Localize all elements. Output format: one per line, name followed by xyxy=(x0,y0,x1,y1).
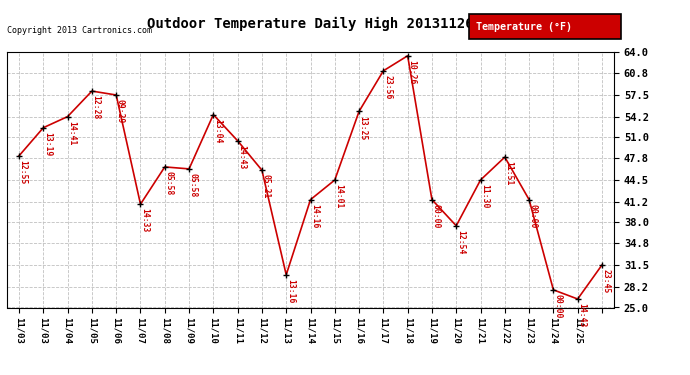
Text: 05:58: 05:58 xyxy=(189,173,198,197)
Text: 00:00: 00:00 xyxy=(432,204,441,228)
Text: 13:16: 13:16 xyxy=(286,279,295,303)
Text: 05:21: 05:21 xyxy=(262,174,270,199)
Text: 10:26: 10:26 xyxy=(407,60,416,84)
Text: 00:00: 00:00 xyxy=(529,204,538,228)
Text: 14:43: 14:43 xyxy=(237,145,246,169)
Text: 12:55: 12:55 xyxy=(19,160,28,184)
Text: 05:58: 05:58 xyxy=(164,171,173,195)
Text: Temperature (°F): Temperature (°F) xyxy=(476,22,572,32)
Text: 14:01: 14:01 xyxy=(335,184,344,209)
Text: 14:33: 14:33 xyxy=(140,209,149,233)
Text: 14:16: 14:16 xyxy=(310,204,319,228)
Text: 12:28: 12:28 xyxy=(92,95,101,120)
Text: 13:04: 13:04 xyxy=(213,119,222,143)
Text: 13:25: 13:25 xyxy=(359,116,368,140)
Text: 11:51: 11:51 xyxy=(504,161,513,186)
Text: 14:43: 14:43 xyxy=(578,303,586,327)
Text: 23:45: 23:45 xyxy=(602,269,611,294)
Text: Copyright 2013 Cartronics.com: Copyright 2013 Cartronics.com xyxy=(7,26,152,35)
Text: 09:29: 09:29 xyxy=(116,99,125,123)
Text: 00:00: 00:00 xyxy=(553,294,562,318)
Text: 14:41: 14:41 xyxy=(68,121,77,145)
Text: 13:19: 13:19 xyxy=(43,132,52,156)
Text: Outdoor Temperature Daily High 20131126: Outdoor Temperature Daily High 20131126 xyxy=(147,17,474,31)
Text: 23:56: 23:56 xyxy=(383,75,392,99)
Text: 11:30: 11:30 xyxy=(480,184,489,209)
Text: 12:54: 12:54 xyxy=(456,230,465,254)
